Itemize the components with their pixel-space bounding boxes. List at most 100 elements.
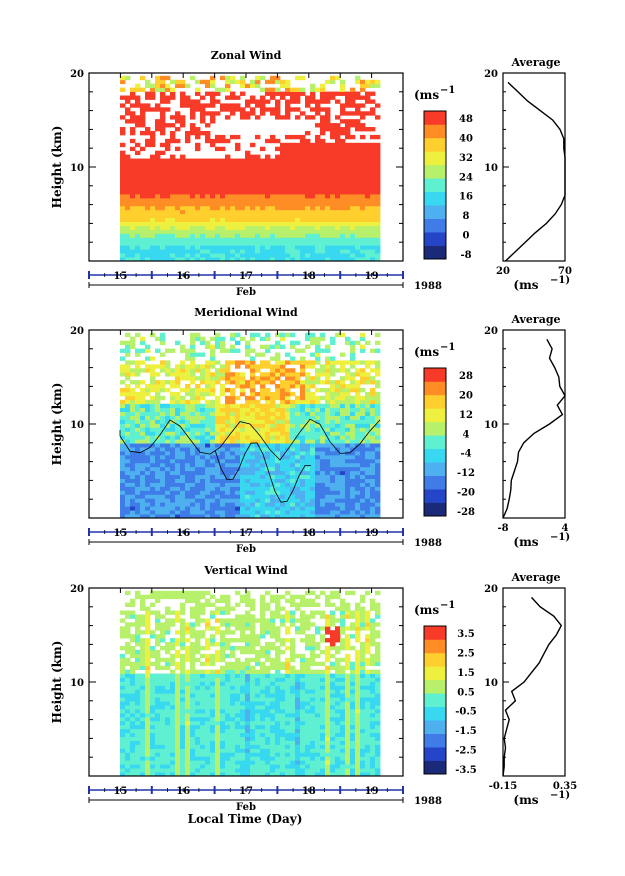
heatmap-cell bbox=[190, 332, 196, 338]
heatmap-cell bbox=[235, 395, 241, 401]
heatmap-cell bbox=[175, 399, 181, 405]
heatmap-cell bbox=[325, 217, 331, 222]
heatmap-cell bbox=[145, 384, 151, 389]
heatmap-cell bbox=[250, 376, 256, 381]
heatmap-cell bbox=[335, 194, 341, 199]
heatmap-cell bbox=[350, 340, 356, 346]
heatmap-cell bbox=[245, 364, 251, 369]
heatmap-cell bbox=[315, 423, 321, 428]
heatmap-cell bbox=[290, 498, 296, 503]
heatmap-cell bbox=[125, 162, 131, 167]
heatmap-cell bbox=[335, 146, 341, 152]
heatmap-cell bbox=[175, 724, 181, 730]
heatmap-cell bbox=[295, 439, 301, 444]
heatmap-cell bbox=[185, 728, 191, 734]
heatmap-cell bbox=[205, 213, 211, 219]
heatmap-cell bbox=[320, 150, 326, 156]
heatmap-cell bbox=[150, 443, 156, 448]
heatmap-cell bbox=[285, 170, 291, 175]
heatmap-cell bbox=[160, 470, 166, 476]
heatmap-cell bbox=[360, 154, 366, 159]
heatmap-cell bbox=[190, 190, 196, 195]
heatmap-cell bbox=[205, 490, 211, 495]
heatmap-cell bbox=[215, 772, 221, 777]
heatmap-cell bbox=[370, 190, 376, 195]
heatmap-cell bbox=[245, 229, 251, 234]
heatmap-cell bbox=[220, 454, 226, 460]
heatmap-cell bbox=[235, 419, 241, 424]
heatmap-cell bbox=[345, 197, 351, 203]
heatmap-cell bbox=[265, 237, 271, 242]
heatmap-cell bbox=[165, 772, 171, 777]
heatmap-cell bbox=[165, 661, 171, 667]
heatmap-cell bbox=[255, 514, 261, 519]
heatmap-cell bbox=[245, 384, 251, 389]
heatmap-cell bbox=[200, 201, 206, 207]
heatmap-cell bbox=[225, 451, 231, 456]
heatmap-cell bbox=[340, 174, 346, 179]
heatmap-cell bbox=[120, 756, 126, 761]
heatmap-cell bbox=[265, 229, 271, 234]
heatmap-cell bbox=[220, 376, 226, 381]
heatmap-cell bbox=[165, 665, 171, 671]
heatmap-cell bbox=[140, 221, 146, 226]
heatmap-cell bbox=[135, 661, 141, 667]
heatmap-cell bbox=[200, 602, 206, 607]
heatmap-cell bbox=[220, 470, 226, 476]
heatmap-cell bbox=[125, 490, 131, 495]
heatmap-cell bbox=[360, 395, 366, 401]
heatmap-cell bbox=[370, 391, 376, 397]
heatmap-cell bbox=[175, 111, 181, 116]
heatmap-cell bbox=[250, 79, 256, 85]
heatmap-cell bbox=[360, 127, 366, 132]
heatmap-cell bbox=[310, 482, 316, 487]
heatmap-cell bbox=[165, 498, 171, 503]
heatmap-cell bbox=[210, 705, 216, 710]
heatmap-cell bbox=[125, 590, 131, 596]
heatmap-cell bbox=[235, 340, 241, 346]
heatmap-cell bbox=[365, 182, 371, 187]
heatmap-cell bbox=[185, 490, 191, 495]
heatmap-cell bbox=[190, 439, 196, 444]
heatmap-cell bbox=[215, 502, 221, 507]
heatmap-cell bbox=[240, 498, 246, 503]
heatmap-cell bbox=[205, 701, 211, 706]
colorbar-tick-label: 28 bbox=[459, 371, 473, 382]
heatmap-cell bbox=[360, 454, 366, 460]
heatmap-cell bbox=[130, 728, 136, 734]
heatmap-cell bbox=[130, 435, 136, 440]
heatmap-cell bbox=[370, 443, 376, 448]
heatmap-cell bbox=[145, 630, 151, 635]
heatmap-cell bbox=[350, 249, 356, 254]
heatmap-cell bbox=[150, 154, 156, 159]
heatmap-cell bbox=[165, 87, 171, 92]
heatmap-cell bbox=[255, 498, 261, 503]
colorbar-tick-label: -12 bbox=[457, 468, 475, 479]
heatmap-cell bbox=[190, 123, 196, 128]
heatmap-cell bbox=[210, 209, 216, 215]
heatmap-cell bbox=[340, 182, 346, 187]
heatmap-cell bbox=[245, 443, 251, 448]
heatmap-cell bbox=[185, 439, 191, 444]
heatmap-cell bbox=[270, 478, 276, 483]
heatmap-cell bbox=[295, 257, 301, 262]
heatmap-cell bbox=[295, 162, 301, 167]
heatmap-cell bbox=[285, 150, 291, 156]
heatmap-cell bbox=[125, 221, 131, 226]
heatmap-cell bbox=[340, 466, 346, 472]
heatmap-cell bbox=[200, 213, 206, 219]
heatmap-cell bbox=[245, 395, 251, 401]
heatmap-cell bbox=[335, 253, 341, 258]
heatmap-cell bbox=[340, 415, 346, 420]
heatmap-cell bbox=[155, 427, 161, 432]
heatmap-cell bbox=[170, 439, 176, 444]
heatmap-cell bbox=[300, 364, 306, 369]
heatmap-cell bbox=[290, 407, 296, 413]
heatmap-cell bbox=[125, 712, 131, 718]
heatmap-cell bbox=[145, 665, 151, 671]
heatmap-cell bbox=[285, 454, 291, 460]
heatmap-cell bbox=[195, 458, 201, 464]
heatmap-cell bbox=[155, 166, 161, 171]
heatmap-cell bbox=[170, 720, 176, 726]
heatmap-cell bbox=[285, 134, 291, 140]
